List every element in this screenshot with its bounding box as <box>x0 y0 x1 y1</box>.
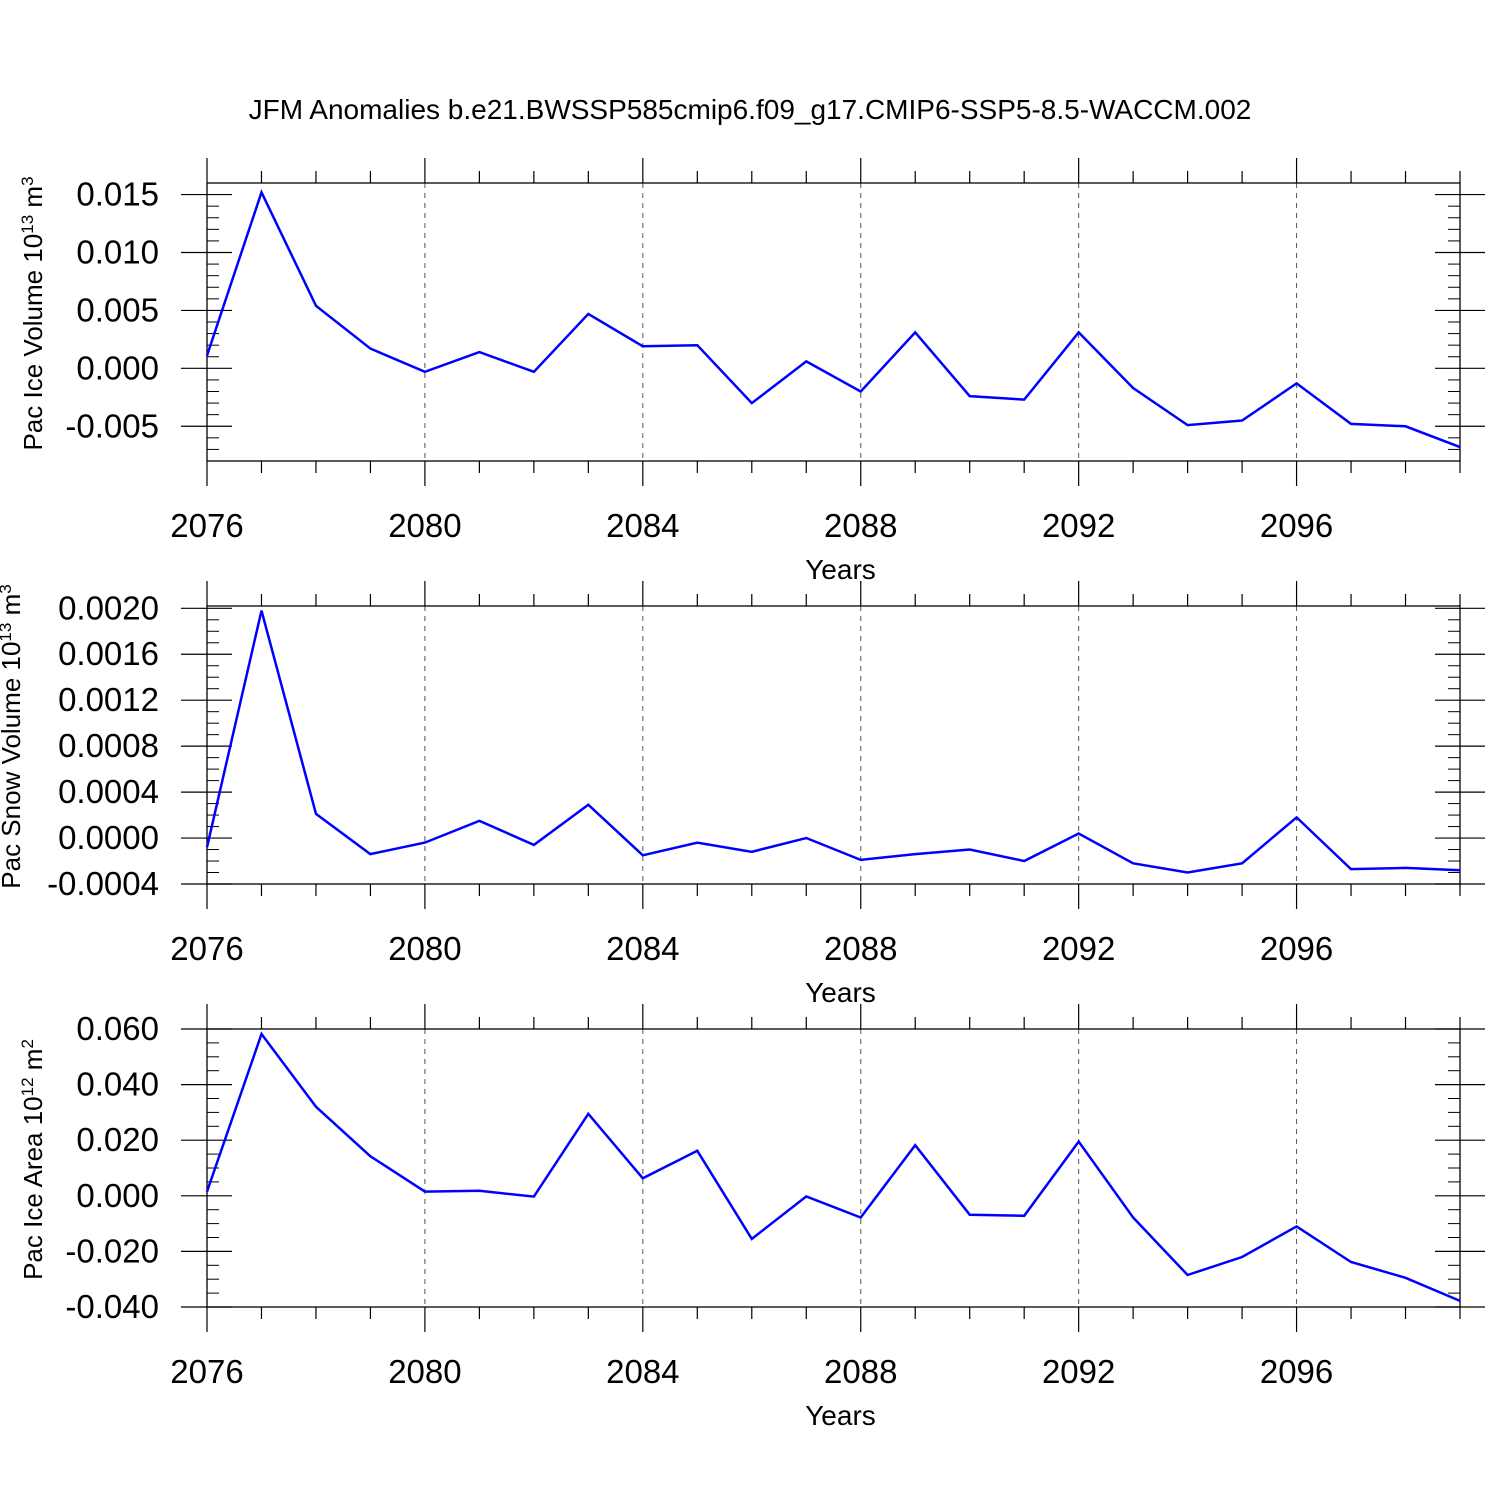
chart-panel-3: 2076 2080 2084 2088 2092 2096 Years -0.040 -0.02… <box>18 1004 1485 1431</box>
y-axis-label-unit-exponent: 3 <box>18 176 37 185</box>
chart-panel-1: 2076 2080 2084 2088 2092 2096 Years -0.005 0.000… <box>18 158 1485 585</box>
y-tick-label: -0.040 <box>65 1288 159 1325</box>
y-tick-label: 0.010 <box>76 234 159 271</box>
y-axis-label-exponent: 13 <box>18 215 37 234</box>
x-tick-label: 2076 <box>170 1353 243 1390</box>
x-tick-label: 2092 <box>1042 1353 1115 1390</box>
x-axis-label: Years <box>805 977 876 1008</box>
series-line <box>205 610 1461 874</box>
x-tick-label: 2080 <box>388 1353 461 1390</box>
y-axis-label-exponent: 13 <box>0 623 15 642</box>
y-tick-label: 0.020 <box>76 1121 159 1158</box>
y-tick-label: -0.0004 <box>47 865 159 902</box>
series-line <box>205 188 1461 449</box>
figure-title: JFM Anomalies b.e21.BWSSP585cmip6.f09_g1… <box>249 94 1252 125</box>
plot-frame <box>206 605 1461 885</box>
y-tick-label: 0.0000 <box>58 819 159 856</box>
x-tick-label: 2096 <box>1260 1353 1333 1390</box>
x-tick-label: 2076 <box>170 507 243 544</box>
x-tick-label: 2084 <box>606 507 679 544</box>
y-axis-label-unit-exponent: 3 <box>0 584 15 593</box>
y-axis-label-main: Pac Snow Volume 10 <box>0 642 26 889</box>
y-axis-label: Pac Snow Volume 1013 m3 <box>0 584 26 888</box>
x-tick-label: 2088 <box>824 1353 897 1390</box>
x-tick-label: 2076 <box>170 930 243 967</box>
series-line <box>205 1031 1461 1303</box>
y-tick-label: 0.040 <box>76 1066 159 1103</box>
y-axis-label-main: Pac Ice Area 10 <box>18 1096 48 1280</box>
x-tick-label: 2084 <box>606 1353 679 1390</box>
y-tick-label: 0.0008 <box>58 727 159 764</box>
x-tick-label: 2096 <box>1260 930 1333 967</box>
x-tick-label: 2080 <box>388 930 461 967</box>
x-tick-label: 2084 <box>606 930 679 967</box>
x-axis-label: Years <box>805 554 876 585</box>
plot-frame <box>206 182 1461 462</box>
y-tick-label: 0.000 <box>76 1177 159 1214</box>
y-tick-label: 0.0016 <box>58 635 159 672</box>
x-axis-label: Years <box>805 1400 876 1431</box>
x-tick-label: 2080 <box>388 507 461 544</box>
y-axis-label: Pac Ice Area 1012 m2 <box>18 1039 49 1280</box>
y-axis-label-unit: m <box>18 1049 48 1078</box>
y-axis-label-unit: m <box>18 186 48 215</box>
x-tick-label: 2088 <box>824 930 897 967</box>
y-axis-label-unit: m <box>0 594 26 623</box>
y-axis-label-unit-exponent: 2 <box>18 1039 37 1048</box>
x-tick-label: 2096 <box>1260 507 1333 544</box>
plot-frame <box>206 1028 1461 1308</box>
y-tick-label: 0.0020 <box>58 589 159 626</box>
y-tick-label: 0.015 <box>76 176 159 213</box>
chart-panel-2: 2076 2080 2084 2088 2092 2096 Years -0.0004 0.00… <box>0 581 1485 1008</box>
y-tick-label: 0.005 <box>76 291 159 328</box>
y-tick-label: -0.005 <box>65 407 159 444</box>
y-axis-label: Pac Ice Volume 1013 m3 <box>18 176 49 450</box>
y-tick-label: 0.060 <box>76 1010 159 1047</box>
x-tick-label: 2092 <box>1042 507 1115 544</box>
y-axis-label-main: Pac Ice Volume 10 <box>18 234 48 451</box>
y-axis-label-exponent: 12 <box>18 1077 37 1096</box>
y-tick-label: 0.000 <box>76 349 159 386</box>
y-tick-label: 0.0004 <box>58 773 159 810</box>
x-tick-label: 2092 <box>1042 930 1115 967</box>
y-tick-label: 0.0012 <box>58 681 159 718</box>
y-tick-label: -0.020 <box>65 1232 159 1269</box>
x-tick-label: 2088 <box>824 507 897 544</box>
